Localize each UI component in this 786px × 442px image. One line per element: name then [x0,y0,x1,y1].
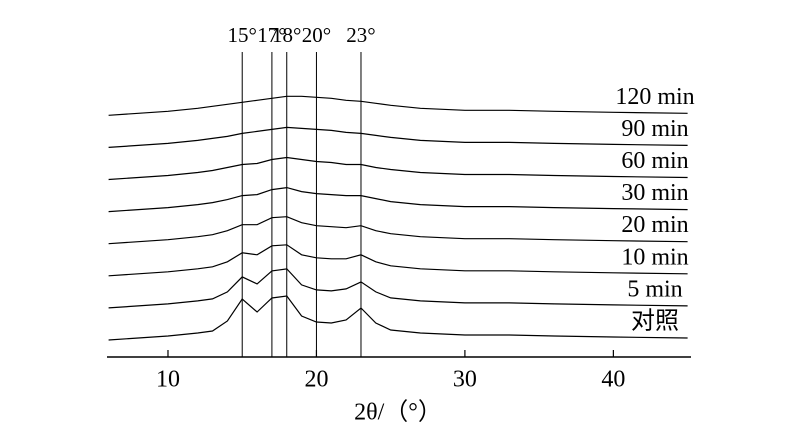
xrd-curve [108,244,688,277]
reference-label: 23° [346,23,375,47]
xrd-curve [108,216,688,245]
x-tick-label: 30 [453,367,477,393]
legend-label: 5 min [627,276,682,302]
legend-label: 60 min [621,148,688,174]
legend-label: 30 min [621,180,688,206]
reference-label: 17° [257,23,286,47]
x-tick-label: 20 [304,367,328,393]
xrd-curve [108,126,688,148]
reference-label: 15° [228,23,257,47]
xrd-curve [108,156,688,181]
legend-label: 20 min [621,212,688,238]
legend-label: 10 min [621,244,688,270]
legend-label: 对照 [631,308,679,335]
xrd-curve [108,268,688,309]
xrd-curve [108,186,688,213]
x-tick-label: 10 [156,367,180,393]
reference-label: 18° [272,23,301,47]
xrd-curve [108,295,688,341]
x-axis-label: 2θ/（°） [354,400,442,426]
legend-label: 90 min [621,116,688,142]
xrd-curve [108,95,688,116]
legend-label: 120 min [615,84,694,110]
x-tick-label: 40 [601,367,625,393]
reference-label: 20° [302,23,331,47]
